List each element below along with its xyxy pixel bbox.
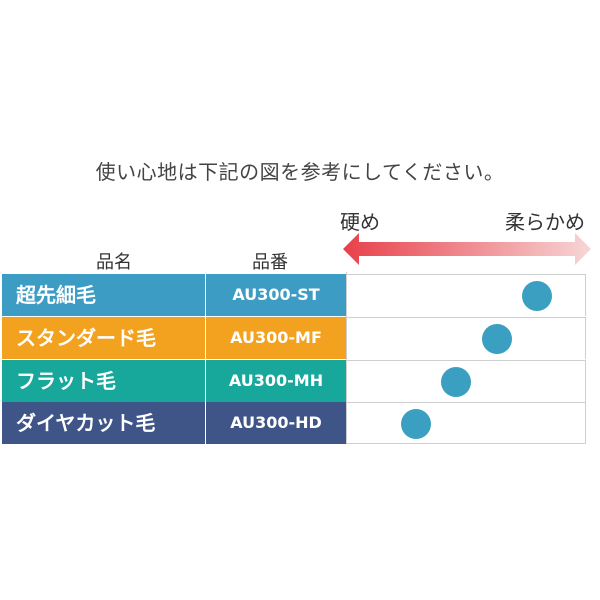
softness-arrow-icon — [343, 233, 591, 265]
softness-dot — [481, 324, 512, 354]
softness-dot — [400, 409, 431, 439]
product-name: ダイヤカット毛 — [2, 402, 205, 444]
track-divider — [346, 272, 347, 444]
table-row: ダイヤカット毛 AU300-HD — [2, 402, 586, 444]
product-code: AU300-MF — [206, 317, 346, 359]
track-divider — [346, 443, 586, 444]
product-name: 超先細毛 — [2, 274, 205, 316]
product-name: フラット毛 — [2, 360, 205, 402]
softness-track — [347, 360, 586, 402]
product-name: スタンダード毛 — [2, 317, 205, 359]
table-row: スタンダード毛 AU300-MF — [2, 317, 586, 359]
intro-text: 使い心地は下記の図を参考にしてください。 — [95, 160, 505, 184]
header-product-name: 品名 — [96, 252, 132, 273]
softness-track — [347, 317, 586, 359]
softness-dot — [522, 281, 553, 311]
softness-track — [347, 274, 586, 316]
product-code: AU300-HD — [206, 402, 346, 444]
softness-dot — [441, 367, 472, 397]
table-row: フラット毛 AU300-MH — [2, 360, 586, 402]
softness-track — [347, 402, 586, 444]
scale-soft-label: 柔らかめ — [505, 210, 585, 234]
product-code: AU300-ST — [206, 274, 346, 316]
table-row: 超先細毛 AU300-ST — [2, 274, 586, 316]
header-product-code: 品番 — [252, 252, 288, 273]
product-code: AU300-MH — [206, 360, 346, 402]
scale-hard-label: 硬め — [340, 210, 380, 234]
